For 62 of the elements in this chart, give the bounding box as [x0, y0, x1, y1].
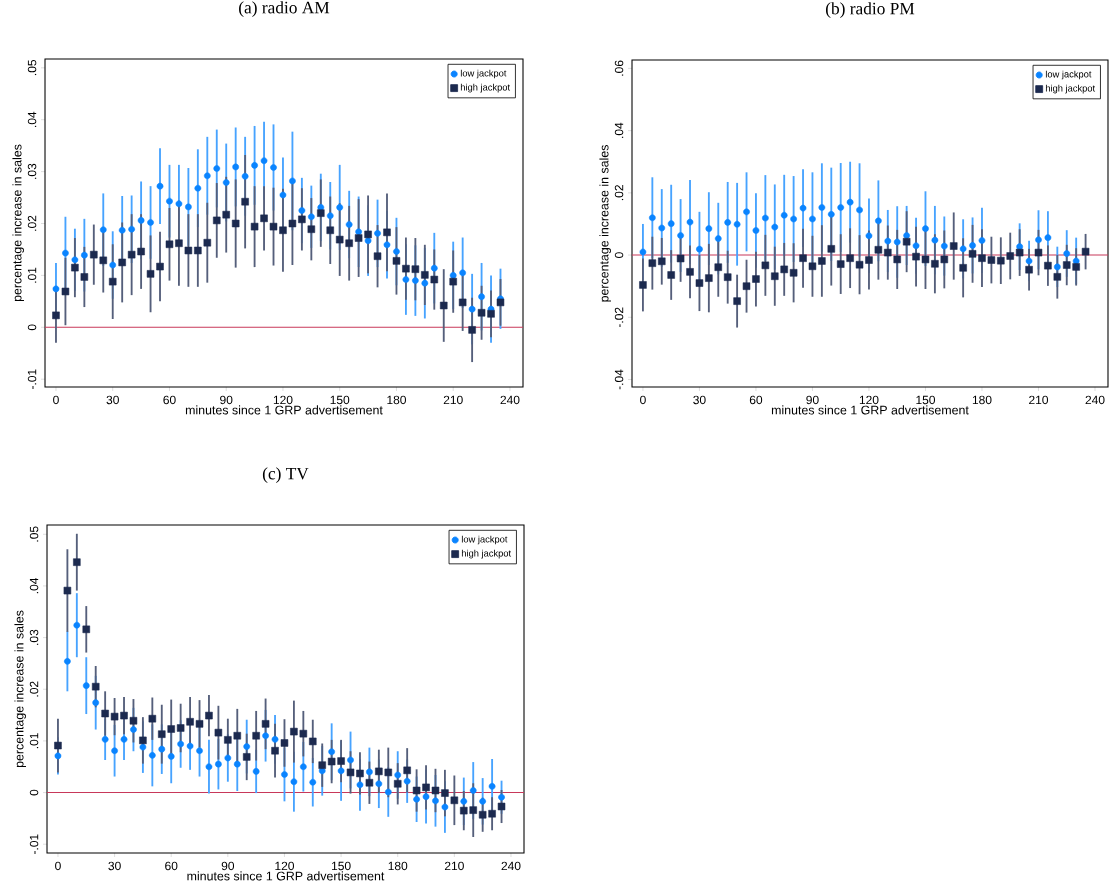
- x-tick-label: 0: [640, 395, 646, 405]
- x-tick-label: 30: [106, 395, 119, 405]
- y-tick-label: -.02: [614, 307, 624, 328]
- y-tick-label: .03: [27, 163, 37, 179]
- x-axis-title: minutes since 1 GRP advertisement: [187, 871, 385, 881]
- x-tick-label: 120: [275, 861, 295, 871]
- x-tick-label: 60: [165, 861, 178, 871]
- x-tick-label: 180: [972, 395, 992, 405]
- chart-title: (a) radio AM: [239, 1, 330, 17]
- x-tick-label: 60: [749, 395, 763, 405]
- x-tick-label: 180: [387, 395, 406, 405]
- x-tick-label: 180: [388, 861, 408, 871]
- x-tick-label: 90: [806, 395, 819, 405]
- x-tick-label: 240: [1085, 395, 1105, 405]
- y-tick-label: -.01: [27, 369, 37, 389]
- x-tick-label: 60: [163, 395, 176, 405]
- x-tick-label: 240: [500, 395, 520, 405]
- x-tick-label: 120: [273, 395, 293, 405]
- y-tick-label: .01: [29, 733, 39, 749]
- y-tick-label: .02: [29, 681, 39, 697]
- x-tick-label: 0: [55, 861, 61, 871]
- y-tick-label: .02: [614, 185, 624, 201]
- y-axis-title: percentage increase in sales: [599, 145, 611, 302]
- y-axis-title: percentage increase in sales: [12, 144, 24, 302]
- x-tick-label: 90: [220, 395, 233, 405]
- y-tick-label: 0: [614, 252, 624, 258]
- legend-label: high jackpot: [1045, 84, 1096, 94]
- x-tick-label: 120: [859, 395, 879, 405]
- x-tick-label: 150: [916, 395, 936, 405]
- x-tick-label: 150: [332, 861, 351, 871]
- x-tick-label: 210: [443, 395, 463, 405]
- y-tick-label: .06: [614, 60, 624, 76]
- legend-label: low jackpot: [461, 535, 508, 545]
- y-tick-label: -.01: [29, 834, 39, 854]
- y-tick-label: 0: [29, 789, 39, 796]
- y-tick-label: .02: [27, 215, 37, 231]
- legend-label: low jackpot: [460, 69, 507, 79]
- legend-label: high jackpot: [460, 83, 511, 93]
- legend-label: low jackpot: [1045, 70, 1092, 80]
- x-tick-label: 210: [1029, 395, 1049, 405]
- x-axis-title: minutes since 1 GRP advertisement: [185, 405, 383, 415]
- y-tick-label: .04: [29, 577, 39, 594]
- y-tick-label: .03: [29, 629, 39, 645]
- legend-label: high jackpot: [461, 549, 512, 559]
- y-tick-label: .01: [27, 267, 37, 283]
- x-tick-label: 150: [330, 395, 350, 405]
- y-tick-label: .05: [27, 59, 37, 76]
- y-axis-title: percentage increase in sales: [14, 610, 26, 768]
- y-tick-label: .04: [614, 122, 624, 138]
- x-tick-label: 30: [693, 395, 706, 405]
- y-tick-label: .04: [27, 111, 37, 127]
- x-tick-label: 30: [108, 861, 121, 871]
- x-tick-label: 90: [221, 861, 235, 871]
- x-axis-title: minutes since 1 GRP advertisement: [771, 405, 969, 415]
- chart-title: (c) TV: [262, 467, 309, 483]
- y-tick-label: .05: [29, 526, 39, 542]
- x-tick-label: 210: [444, 861, 464, 871]
- x-tick-label: 240: [501, 861, 521, 871]
- y-tick-label: 0: [27, 324, 37, 331]
- y-tick-label: -.04: [614, 369, 624, 390]
- chart-title: (b) radio PM: [825, 2, 915, 18]
- x-tick-label: 0: [53, 395, 59, 405]
